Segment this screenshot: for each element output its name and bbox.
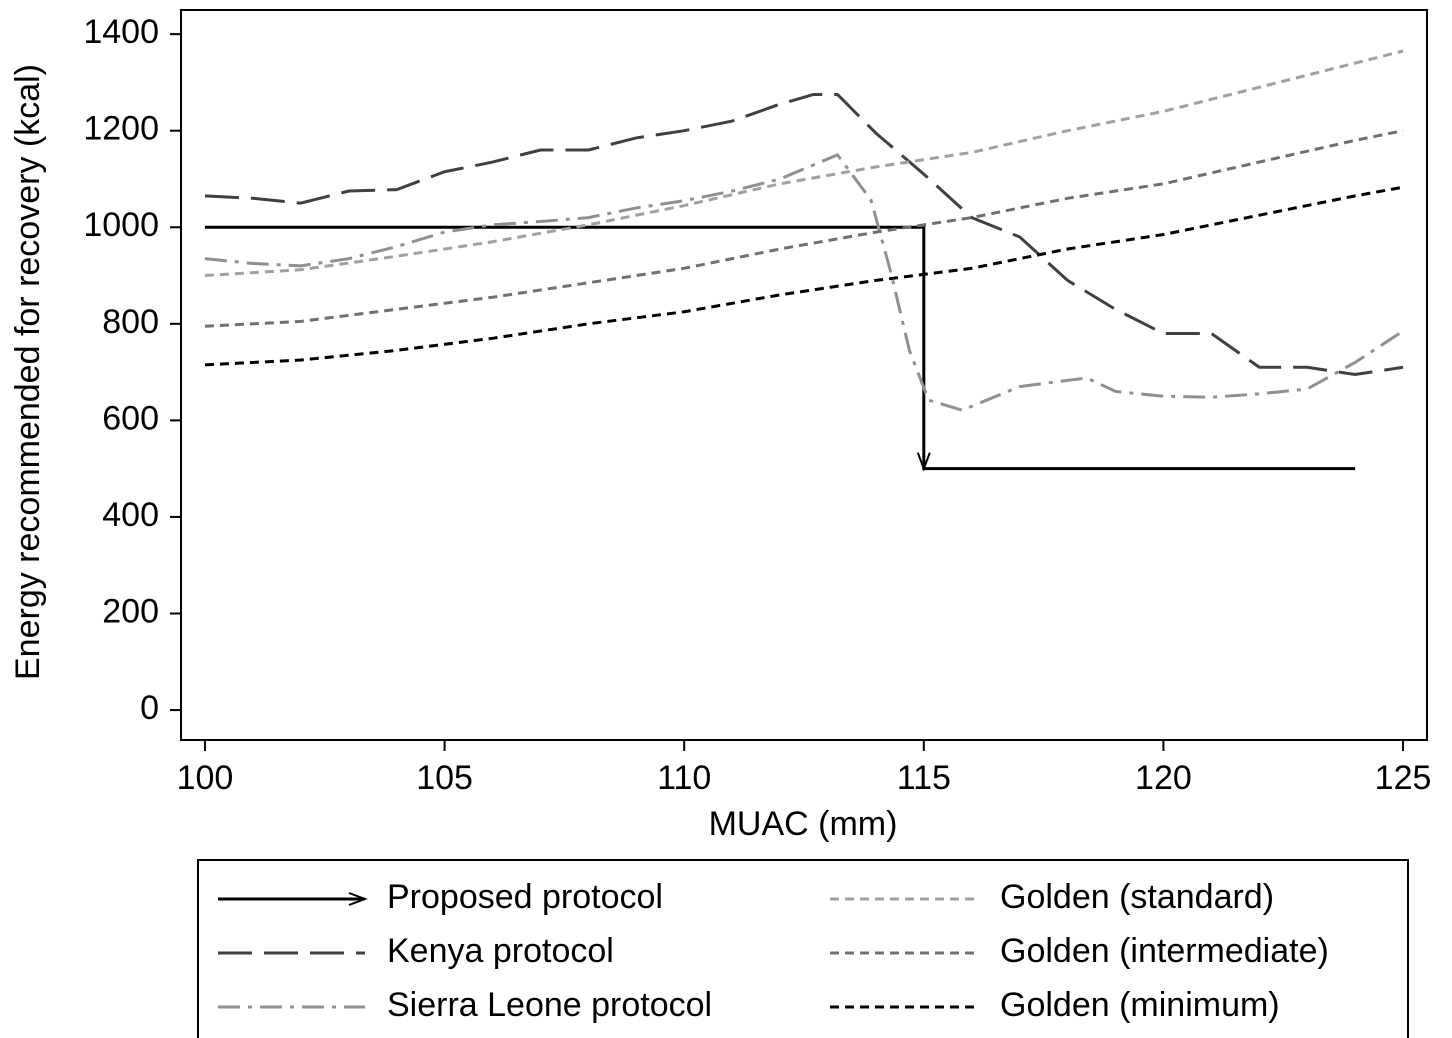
y-tick-label: 200	[102, 592, 159, 630]
x-tick-label: 110	[657, 759, 711, 797]
y-tick-label: 800	[102, 303, 159, 341]
x-tick-label: 115	[897, 759, 951, 797]
y-tick-label: 600	[102, 399, 159, 437]
y-tick-label: 1200	[83, 110, 159, 148]
y-tick-label: 400	[102, 496, 159, 534]
y-tick-label: 0	[140, 689, 159, 727]
x-tick-label: 100	[177, 759, 234, 797]
series-line	[204, 49, 1404, 278]
x-axis-label: MUAC (mm)	[709, 805, 898, 843]
legend-label: Golden (minimum)	[1000, 986, 1280, 1024]
legend-box	[197, 859, 1409, 1038]
series-line	[204, 225, 1356, 471]
legend-label: Golden (standard)	[1000, 878, 1274, 916]
x-tick-label: 105	[416, 759, 473, 797]
legend-label: Proposed protocol	[387, 878, 663, 916]
series-line	[204, 129, 1404, 328]
x-tick-label: 125	[1375, 759, 1432, 797]
series-line	[204, 92, 1404, 377]
x-tick-label: 120	[1135, 759, 1192, 797]
series-line	[204, 153, 1404, 412]
arrow-head	[348, 892, 368, 906]
plot-frame	[180, 9, 1428, 741]
y-tick-label: 1400	[83, 13, 159, 51]
y-axis-label: Energy recommended for recovery (kcal)	[9, 64, 47, 680]
series-line	[204, 185, 1404, 367]
legend-label: Kenya protocol	[387, 932, 614, 970]
legend-label: Sierra Leone protocol	[387, 986, 712, 1024]
legend-label: Golden (intermediate)	[1000, 932, 1329, 970]
arrow-head	[916, 452, 931, 472]
y-tick-label: 1000	[83, 206, 159, 244]
